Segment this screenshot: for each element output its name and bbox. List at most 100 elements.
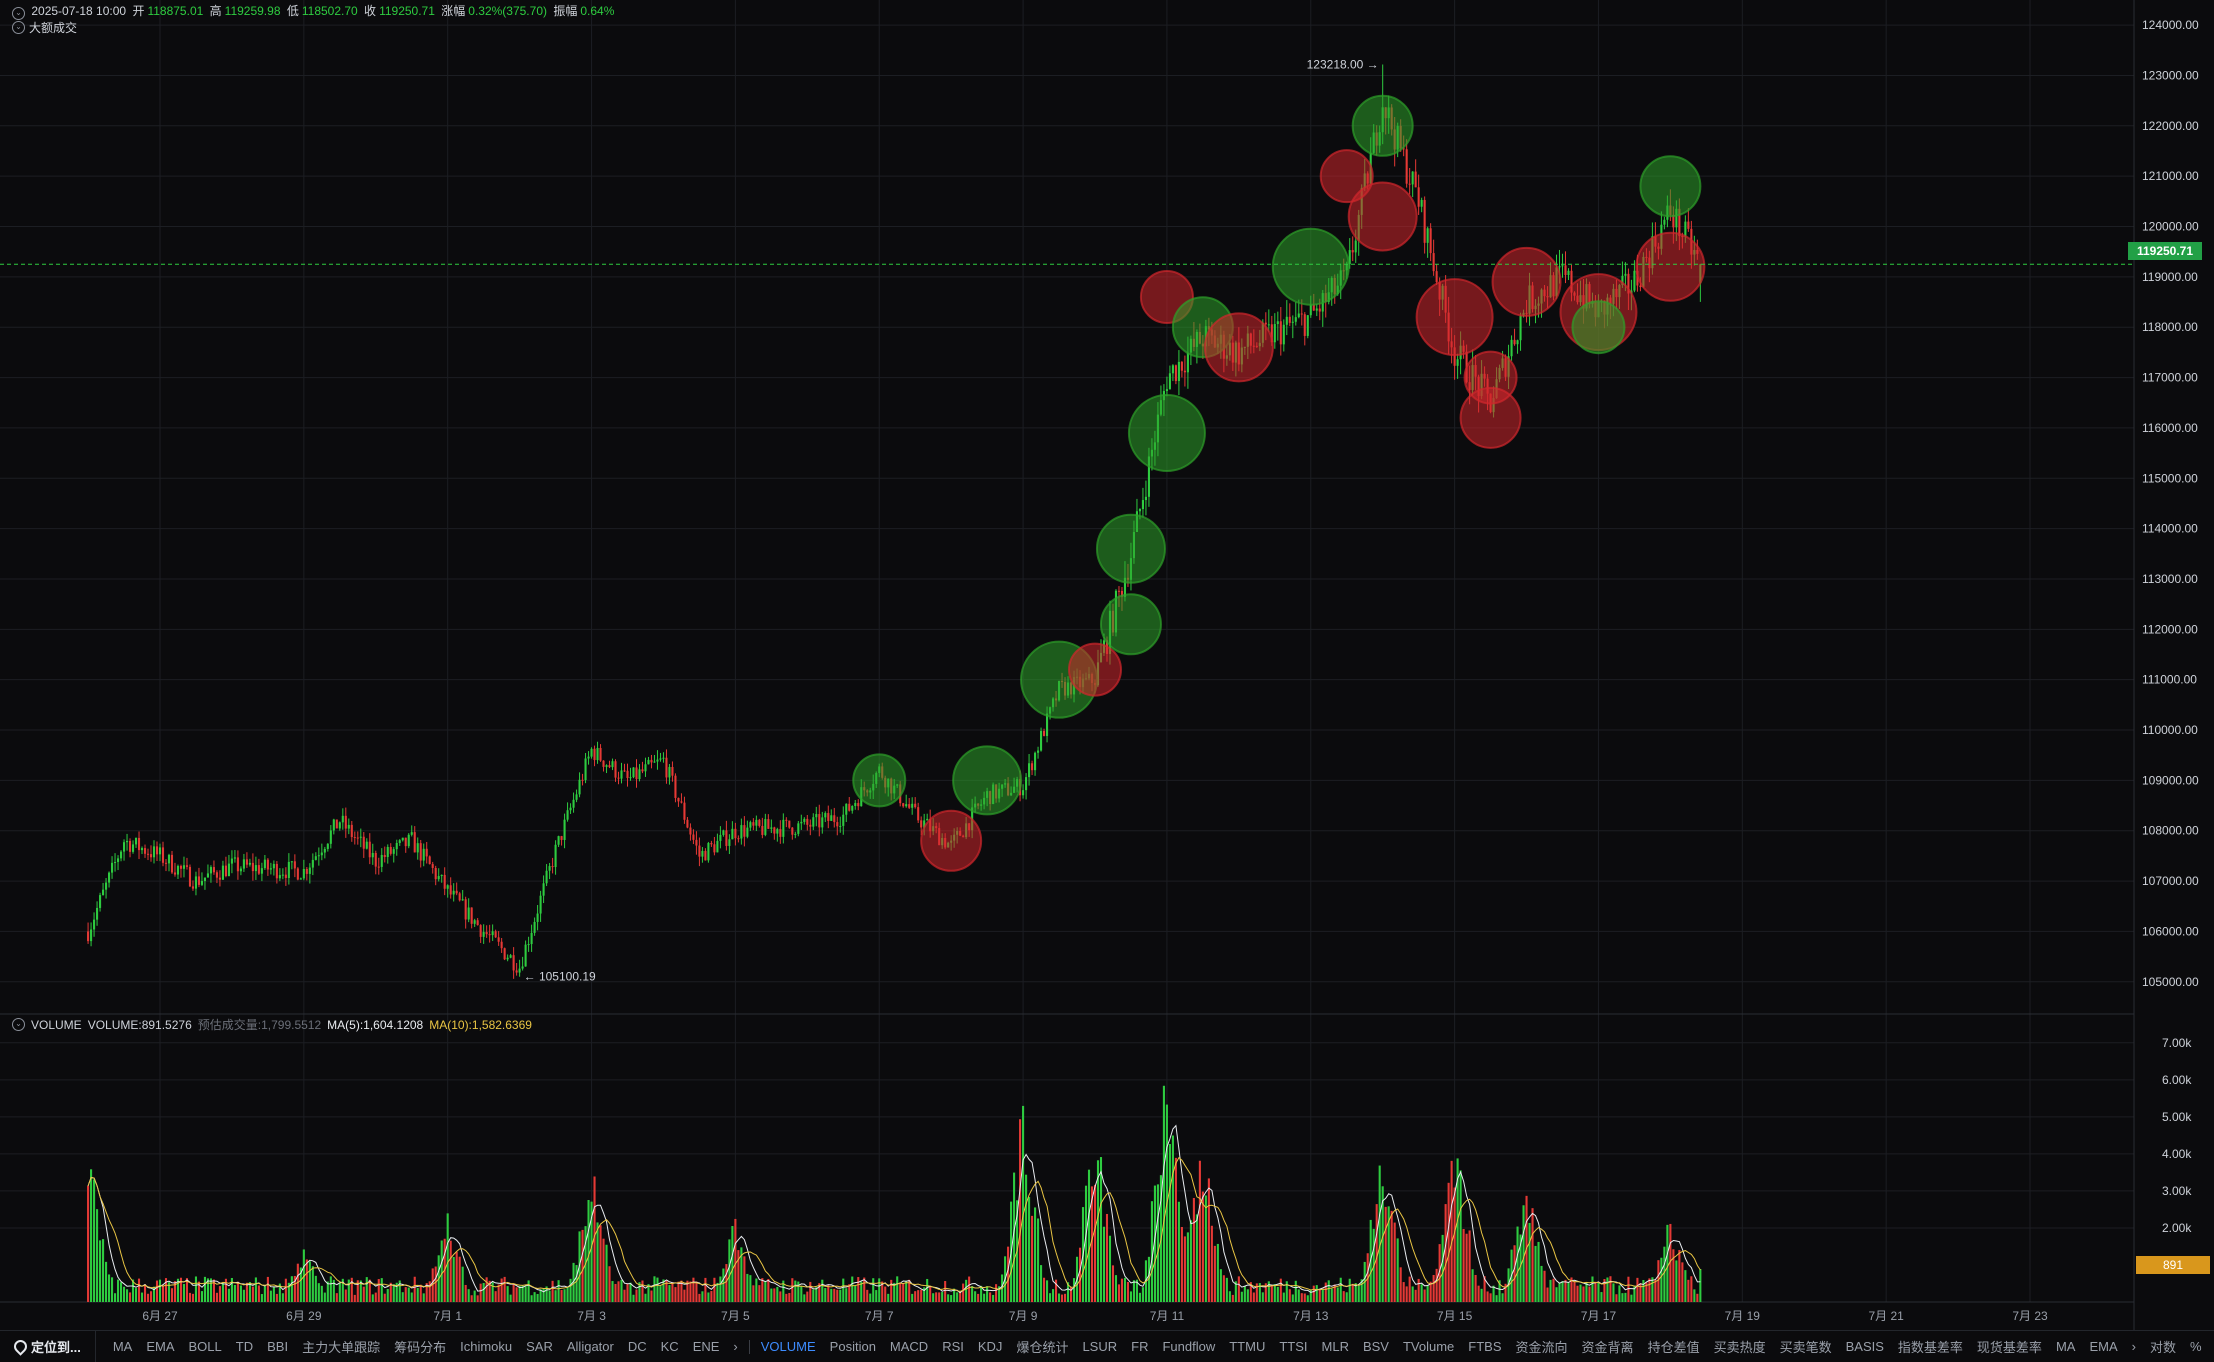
volume-bar	[1627, 1276, 1630, 1302]
indicator-sub-16[interactable]: 资金背离	[1581, 1340, 1634, 1355]
indicator-sub-4[interactable]: KDJ	[977, 1339, 1003, 1354]
indicator-sub-8[interactable]: Fundflow	[1162, 1339, 1216, 1354]
price-volume-chart[interactable]: 124000.00 123000.00 122000.00 121000.00 1200…	[0, 0, 2214, 1330]
candle-body	[1558, 266, 1561, 268]
volume-bar	[989, 1292, 992, 1302]
scale-option-0[interactable]: 对数	[2149, 1340, 2176, 1355]
candle-body	[1300, 313, 1303, 315]
indicator-sub-23[interactable]: MA	[2055, 1339, 2076, 1354]
candle-body	[605, 765, 608, 767]
indicator-sub-12[interactable]: BSV	[1362, 1339, 1389, 1354]
scale-option-1[interactable]: %	[2189, 1339, 2202, 1354]
volume-bar	[1465, 1233, 1468, 1302]
indicator-sub-11[interactable]: MLR	[1321, 1339, 1349, 1354]
volume-bar	[1174, 1157, 1177, 1302]
chart-area[interactable]: 124000.00 123000.00 122000.00 121000.00 1200…	[0, 0, 2214, 1330]
indicator-main-9[interactable]: Alligator	[566, 1339, 614, 1354]
open-value: 118875.01	[147, 4, 204, 18]
candle-body	[242, 859, 245, 869]
volume-bar	[143, 1284, 147, 1302]
indicator-sub-22[interactable]: 现货基差率	[1976, 1340, 2042, 1355]
candle-body	[824, 813, 827, 818]
candle-body	[380, 854, 383, 867]
indicator-main-8[interactable]: SAR	[526, 1339, 553, 1354]
indicator-main-10[interactable]: DC	[627, 1339, 647, 1354]
indicator-main-11[interactable]: KC	[660, 1339, 679, 1354]
indicator-sub-0[interactable]: VOLUME	[760, 1339, 816, 1354]
volume-bar	[962, 1283, 965, 1302]
candle-body	[689, 827, 692, 835]
volume-bar	[1099, 1157, 1103, 1302]
candle-body	[830, 815, 833, 821]
indicator-sub-21[interactable]: 指数基差率	[1897, 1340, 1963, 1355]
volume-bar	[1537, 1241, 1540, 1302]
candle-body	[203, 877, 207, 882]
candle-body	[521, 966, 524, 969]
volume-bar	[1201, 1191, 1204, 1302]
collapse-chevron-icon[interactable]: ⌄	[12, 21, 25, 34]
indicator-sub-5[interactable]: 爆仓统计	[1016, 1340, 1069, 1355]
large-trade-bubbles	[852, 94, 1706, 872]
candle-body	[578, 779, 581, 795]
indicator-sub-25[interactable]: ›	[2131, 1339, 2136, 1354]
price-tick-label: 122000.00	[2142, 119, 2199, 133]
indicator-sub-17[interactable]: 持仓差值	[1647, 1340, 1700, 1355]
volume-bar	[587, 1200, 590, 1302]
indicator-main-5[interactable]: 主力大单跟踪	[302, 1340, 381, 1355]
indicator-sub-15[interactable]: 资金流向	[1515, 1340, 1568, 1355]
candle-body	[128, 840, 132, 852]
scale-option-2[interactable]: 自动	[2209, 1337, 2214, 1356]
volume-bar	[455, 1251, 458, 1302]
collapse-chevron-icon[interactable]: ⌄	[12, 1018, 25, 1031]
volume-bar	[824, 1287, 827, 1302]
candle-body	[440, 874, 443, 877]
volume-bar	[1243, 1286, 1246, 1302]
large-trade-bubble	[1639, 155, 1702, 218]
candle-body	[293, 861, 296, 869]
indicator-sub-2[interactable]: MACD	[889, 1339, 929, 1354]
candle-body	[737, 838, 740, 840]
volume-bar	[554, 1290, 557, 1302]
indicator-main-3[interactable]: TD	[235, 1339, 254, 1354]
indicator-sub-9[interactable]: TTMU	[1229, 1339, 1266, 1354]
indicator-main-2[interactable]: BOLL	[188, 1339, 222, 1354]
indicator-sub-18[interactable]: 买卖热度	[1713, 1340, 1766, 1355]
volume-bar	[1660, 1257, 1663, 1302]
indicator-main-12[interactable]: ENE	[692, 1339, 720, 1354]
indicator-main-7[interactable]: Ichimoku	[460, 1339, 513, 1354]
candle-body	[470, 907, 473, 924]
indicator-main-1[interactable]: EMA	[146, 1339, 175, 1354]
candle-body	[590, 748, 593, 757]
volume-bar	[653, 1276, 656, 1302]
indicator-sub-3[interactable]: RSI	[942, 1339, 964, 1354]
indicator-main-13[interactable]: ›	[733, 1339, 738, 1354]
indicator-sub-19[interactable]: 买卖笔数	[1779, 1340, 1832, 1355]
min-price-label: ← 105100.19	[524, 970, 596, 984]
indicator-sub-20[interactable]: BASIS	[1845, 1339, 1884, 1354]
candle-body	[275, 863, 278, 879]
volume-bar	[341, 1278, 344, 1302]
indicator-main-4[interactable]: BBI	[267, 1339, 289, 1354]
volume-bar	[692, 1277, 695, 1302]
volume-bar	[347, 1279, 350, 1302]
indicator-sub-24[interactable]: EMA	[2089, 1339, 2118, 1354]
volume-bar	[383, 1293, 386, 1302]
indicator-sub-13[interactable]: TVolume	[1402, 1339, 1455, 1354]
indicator-sub-6[interactable]: LSUR	[1082, 1339, 1118, 1354]
volume-tick-label: 6.00k	[2162, 1073, 2192, 1087]
indicator-main-0[interactable]: MA	[112, 1339, 133, 1354]
collapse-chevron-icon[interactable]: ⌄	[12, 7, 25, 20]
candle-body	[1684, 221, 1687, 237]
indicator-sub-1[interactable]: Position	[829, 1339, 876, 1354]
candle-body	[809, 824, 812, 827]
volume-bar	[1381, 1186, 1384, 1302]
indicator-sub-7[interactable]: FR	[1131, 1339, 1149, 1354]
large-trade-indicator[interactable]: ⌄ 大额成交	[12, 19, 77, 36]
indicator-sub-14[interactable]: FTBS	[1468, 1339, 1502, 1354]
indicator-sub-10[interactable]: TTSI	[1279, 1339, 1308, 1354]
volume-bar	[1066, 1282, 1070, 1302]
indicator-main-6[interactable]: 筹码分布	[394, 1340, 447, 1355]
volume-bar	[1031, 1215, 1034, 1302]
candle-body	[434, 867, 437, 880]
locate-button[interactable]: 定位到...	[0, 1331, 96, 1362]
